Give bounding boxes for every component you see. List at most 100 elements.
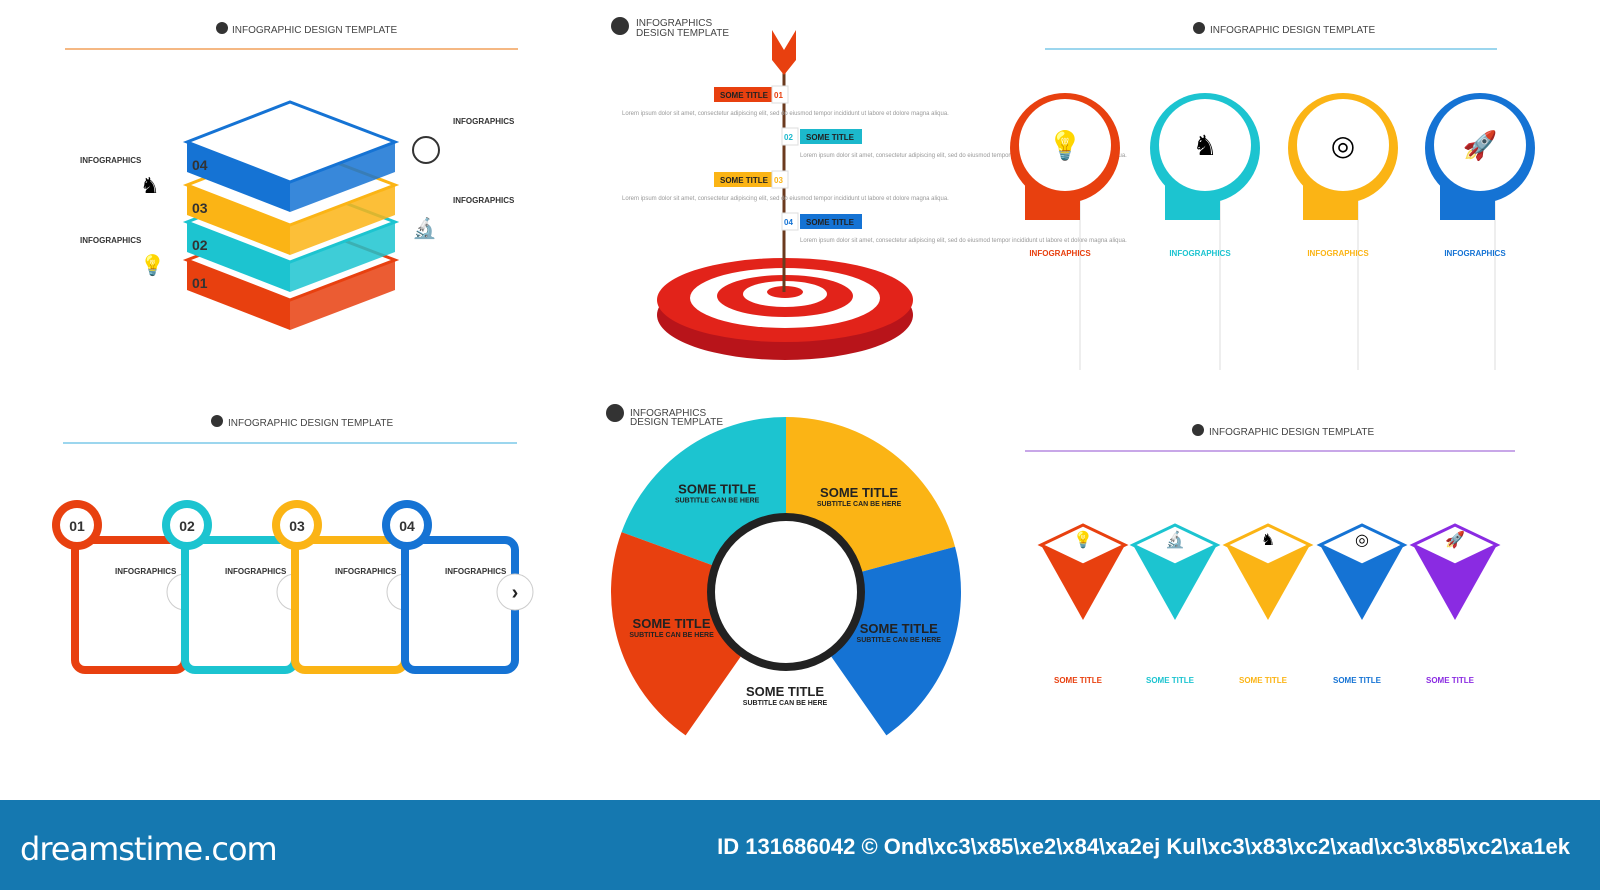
logo-icon <box>211 415 223 427</box>
panel-header: INFOGRAPHIC DESIGN TEMPLATE <box>1209 427 1375 438</box>
pyramid-top <box>1316 523 1408 567</box>
tab-label: INFOGRAPHICS <box>115 567 177 576</box>
pyramid-top <box>1037 523 1129 567</box>
logo-icon <box>606 404 624 422</box>
ring-segment <box>786 417 956 573</box>
tab-label: INFOGRAPHICS <box>335 567 397 576</box>
layer-side-left <box>187 260 290 330</box>
layer-label: INFOGRAPHICS <box>80 156 142 165</box>
layer-top <box>182 100 400 184</box>
layer-side-right <box>290 185 395 255</box>
pyramid-title: SOME TITLE <box>1239 676 1288 685</box>
pyramid <box>1320 545 1404 620</box>
layer-side-left <box>187 222 290 292</box>
tab-label: INFOGRAPHICS <box>225 567 287 576</box>
step-description: Lorem ipsum dolor sit amet, consectetur … <box>800 238 1127 244</box>
panel-tabs: INFOGRAPHIC DESIGN TEMPLATE 01 INFOGRAPHI… <box>52 415 534 674</box>
tab-card <box>291 536 409 674</box>
lightbulb-icon: 💡 <box>1073 530 1093 549</box>
layer-number: 01 <box>192 275 208 291</box>
pin-label: INFOGRAPHICS <box>1444 249 1506 258</box>
tab-number-circle <box>280 508 314 542</box>
segment-title: SOME TITLE <box>633 616 711 631</box>
image-credit: ID 131686042 © Ond\xc3\x85\xe2\x84\xa2ej… <box>717 834 1570 859</box>
ring-center <box>707 513 865 671</box>
pin-inner <box>1434 99 1526 191</box>
microscope-icon: 🔬 <box>412 216 437 240</box>
tab-number: 02 <box>179 518 195 534</box>
step-title-bar <box>800 129 862 144</box>
tab-number: 04 <box>399 518 415 534</box>
step-number-box <box>781 127 799 146</box>
logo-title: INFOGRAPHICS <box>630 408 706 419</box>
layer-number: 02 <box>192 237 208 253</box>
logo-title: INFOGRAPHICS <box>636 18 712 29</box>
logo-subtitle: DESIGN TEMPLATE <box>630 417 723 428</box>
layer-number: 04 <box>192 157 208 173</box>
next-button[interactable] <box>496 573 534 611</box>
pin-label: INFOGRAPHICS <box>1307 249 1369 258</box>
segment-subtitle: SUBTITLE CAN BE HERE <box>857 637 942 644</box>
dreamstime-logo[interactable]: dreamstime.com <box>20 830 278 868</box>
tab-card <box>401 536 519 674</box>
logo-subtitle: DESIGN TEMPLATE <box>636 28 729 39</box>
layer-side-right <box>290 142 395 212</box>
tab-number: 03 <box>289 518 305 534</box>
pyramid-title: SOME TITLE <box>1426 676 1475 685</box>
segment-title: SOME TITLE <box>860 621 938 636</box>
layer-label: INFOGRAPHICS <box>453 117 515 126</box>
chess-knight-icon: ♞ <box>1261 532 1275 549</box>
arrow-fletching <box>772 30 796 75</box>
segment-title: SOME TITLE <box>746 684 824 699</box>
segment-title: SOME TITLE <box>678 482 756 497</box>
layer-side-right <box>290 222 395 292</box>
target-icon: ◎ <box>1331 130 1355 161</box>
tab-card <box>181 536 299 674</box>
pin-inner <box>1297 99 1389 191</box>
panel-header: INFOGRAPHIC DESIGN TEMPLATE <box>228 418 394 429</box>
layer-label: INFOGRAPHICS <box>453 196 515 205</box>
step-number: 04 <box>784 218 793 227</box>
segment-subtitle: SUBTITLE CAN BE HERE <box>629 632 714 639</box>
step-description: Lorem ipsum dolor sit amet, consectetur … <box>622 111 949 117</box>
panel-header: INFOGRAPHIC DESIGN TEMPLATE <box>1210 25 1376 36</box>
panel-target: INFOGRAPHICS DESIGN TEMPLATE SOME TITLE 0… <box>611 17 1127 360</box>
pyramid <box>1413 545 1497 620</box>
panel-pyramids: INFOGRAPHIC DESIGN TEMPLATE 💡 SOME TITLE 🔬… <box>1025 424 1515 685</box>
tab-number-circle <box>60 508 94 542</box>
step-title-bar <box>714 172 776 187</box>
step-number: 02 <box>784 133 793 142</box>
footer-bar: dreamstime.com ID 131686042 © Ond\xc3\x8… <box>0 800 1600 890</box>
pin-inner <box>1019 99 1111 191</box>
pyramid <box>1226 545 1310 620</box>
step-description: Lorem ipsum dolor sit amet, consectetur … <box>800 153 1127 159</box>
step-number-box <box>771 170 789 189</box>
panel-ring: INFOGRAPHICS DESIGN TEMPLATE SOME TITLES… <box>606 404 961 736</box>
target-icon: ◎ <box>1355 532 1369 549</box>
logo-icon <box>1192 424 1204 436</box>
panel-pins: INFOGRAPHIC DESIGN TEMPLATE 💡 INFOGRAPHIC… <box>1010 22 1535 370</box>
pyramid <box>1041 545 1125 620</box>
pyramid-title: SOME TITLE <box>1054 676 1103 685</box>
step-title: SOME TITLE <box>720 91 769 100</box>
rocket-icon: 🚀 <box>1445 530 1465 549</box>
logo-icon <box>216 22 228 34</box>
lightbulb-icon: 💡 <box>140 253 165 277</box>
step-title-bar <box>714 87 776 102</box>
tab-number-circle <box>390 508 424 542</box>
panel-layers: INFOGRAPHIC DESIGN TEMPLATE 01 02 03 04 INF… <box>65 22 518 330</box>
pin-label: INFOGRAPHICS <box>1029 249 1091 258</box>
pin-label: INFOGRAPHICS <box>1169 249 1231 258</box>
step-title: SOME TITLE <box>720 176 769 185</box>
step-number-box <box>771 85 789 104</box>
segment-subtitle: SUBTITLE CAN BE HERE <box>675 498 760 505</box>
step-number: 03 <box>774 176 783 185</box>
logo-icon <box>611 17 629 35</box>
layer-number: 03 <box>192 200 208 216</box>
layer-side-right <box>290 260 395 330</box>
lightbulb-icon: 💡 <box>1048 129 1083 162</box>
layer-label: INFOGRAPHICS <box>80 236 142 245</box>
chess-knight-icon: ♞ <box>140 173 160 198</box>
tab-number-circle <box>170 508 204 542</box>
pin-inner <box>1159 99 1251 191</box>
